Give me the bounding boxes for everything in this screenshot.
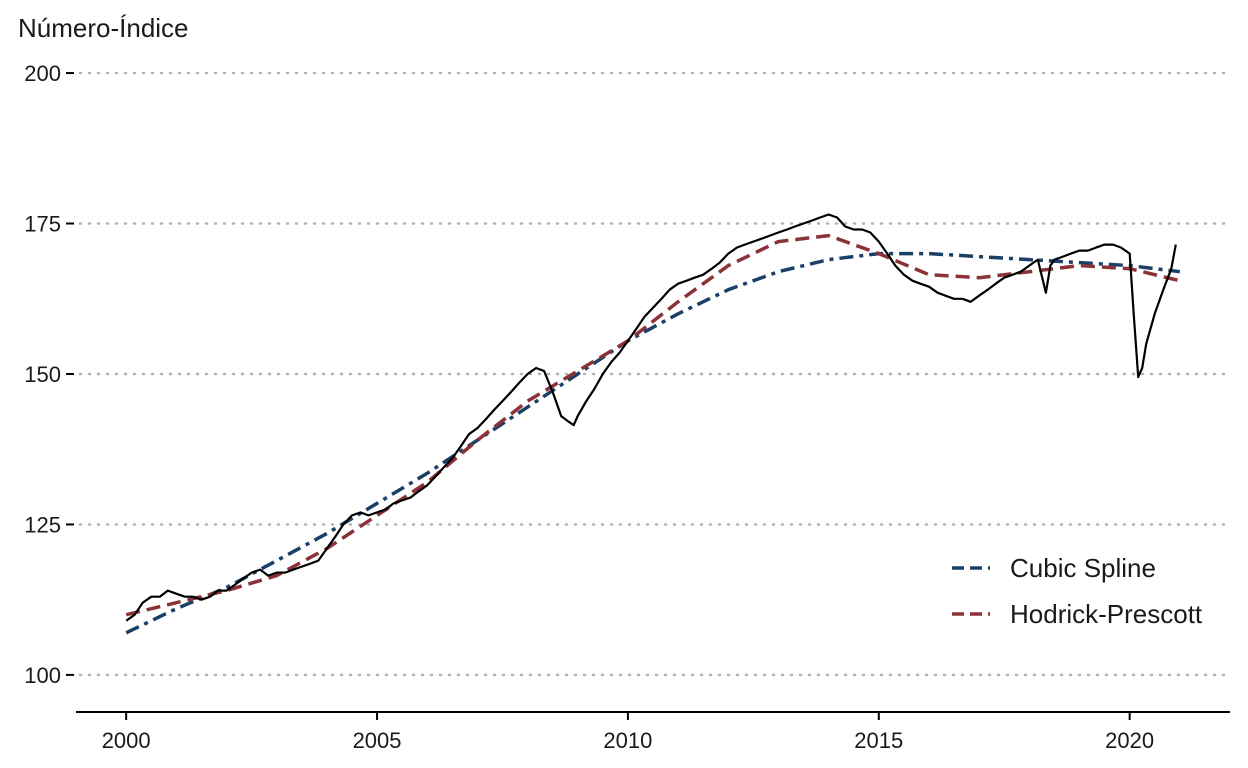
y-tick-label-200: 200	[24, 61, 61, 86]
y-tick-label-150: 150	[24, 362, 61, 387]
x-axis: 2000 2005 2010 2015 2020	[102, 712, 1154, 753]
x-tick-label-2015: 2015	[854, 728, 903, 753]
legend-label-hodrick-prescott: Hodrick-Prescott	[1010, 599, 1203, 629]
x-tick-label-2005: 2005	[353, 728, 402, 753]
y-axis: 100 125 150 175 200	[24, 61, 74, 688]
x-tick-label-2010: 2010	[603, 728, 652, 753]
legend-label-cubic-spline: Cubic Spline	[1010, 553, 1156, 583]
series-line-hodrick-prescott	[125, 233, 1181, 617]
y-tick-label-175: 175	[24, 212, 61, 237]
y-tick-label-125: 125	[24, 512, 61, 537]
y-tick-label-100: 100	[24, 663, 61, 688]
x-tick-label-2020: 2020	[1105, 728, 1154, 753]
x-tick-label-2000: 2000	[102, 728, 151, 753]
y-gridlines	[78, 71, 1232, 677]
plot-area	[125, 213, 1181, 635]
legend: Cubic Spline Hodrick-Prescott	[952, 553, 1203, 629]
y-axis-label: Número-Índice	[18, 13, 189, 43]
series-line-cubic-spline	[125, 251, 1181, 635]
series-line-observed	[125, 213, 1177, 622]
